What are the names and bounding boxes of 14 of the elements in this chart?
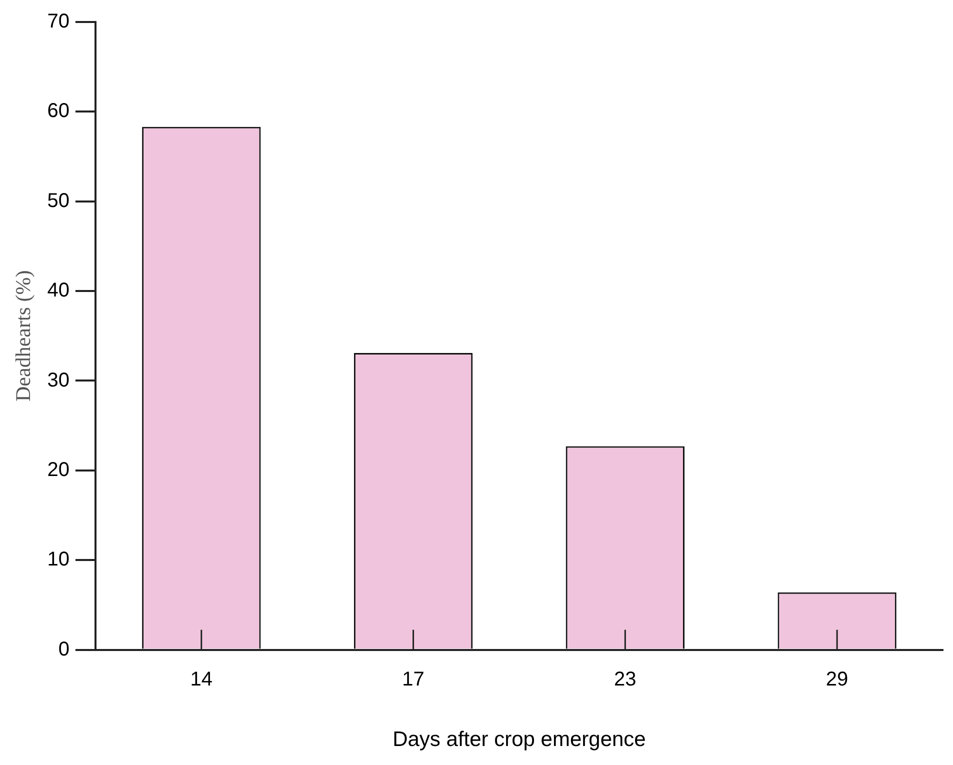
x-tick-label: 23 [614, 668, 636, 690]
x-tick-label: 17 [402, 668, 424, 690]
y-tick-label: 60 [47, 100, 70, 122]
x-tick-label: 29 [826, 668, 848, 690]
y-axis-title: Deadhearts (%) [11, 270, 36, 402]
x-axis-title: Days after crop emergence [392, 728, 646, 752]
y-tick-label: 40 [47, 280, 70, 302]
y-tick-label: 20 [47, 458, 70, 481]
y-tick-label: 50 [47, 190, 70, 212]
y-tick-label: 10 [47, 548, 70, 571]
y-tick-label: 30 [47, 369, 70, 392]
y-tick-label: 0 [58, 638, 70, 660]
y-tick-label: 70 [47, 10, 70, 33]
x-tick-label: 14 [190, 668, 213, 690]
